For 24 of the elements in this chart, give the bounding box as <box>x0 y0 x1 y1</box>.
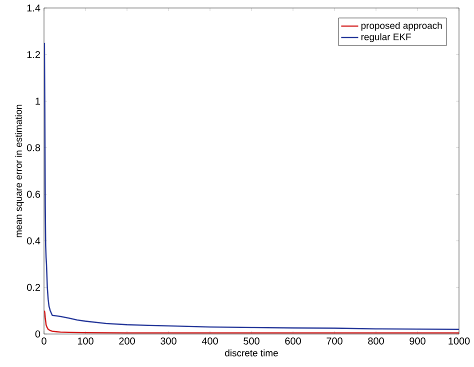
y-tick-label: 1.2 <box>27 51 40 58</box>
y-tick-label: 1 <box>36 98 40 105</box>
y-axis-title: mean square error in estimation <box>14 104 24 238</box>
x-tick-label: 200 <box>119 338 135 345</box>
y-tick-label: 0.2 <box>27 284 40 291</box>
x-tick-label: 1000 <box>448 338 470 345</box>
y-tick-label: 0.4 <box>27 237 40 244</box>
legend-label: regular EKF <box>361 33 411 42</box>
y-tick-label: 1.4 <box>27 4 40 12</box>
x-tick-label: 400 <box>202 338 218 345</box>
x-tick-label: 0 <box>42 338 46 345</box>
y-tick-label: 0.8 <box>27 144 40 152</box>
x-tick-label: 700 <box>326 338 342 345</box>
x-tick-label: 500 <box>244 338 260 345</box>
line-series <box>44 42 460 330</box>
x-tick-label: 900 <box>410 338 426 345</box>
x-tick-label: 600 <box>285 338 301 345</box>
x-tick-label: 800 <box>368 338 384 345</box>
x-axis-title: discrete time <box>225 349 278 356</box>
y-tick-label: 0.6 <box>27 190 40 198</box>
y-tick-label: 0 <box>35 330 40 338</box>
x-tick-label: 100 <box>78 338 94 345</box>
x-tick-label: 300 <box>160 338 176 345</box>
legend-label: proposed approach <box>361 22 442 31</box>
